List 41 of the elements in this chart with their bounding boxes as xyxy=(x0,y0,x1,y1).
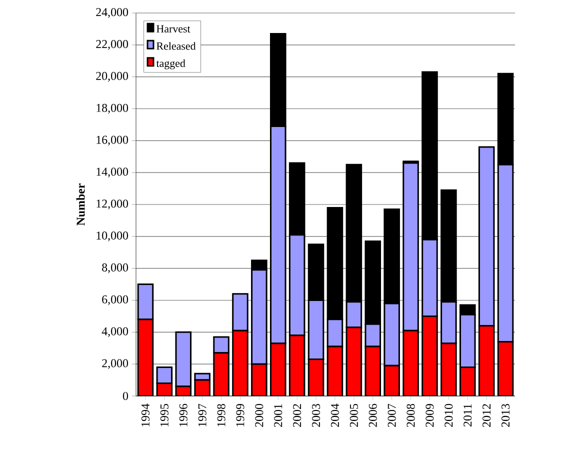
y-tick-label: 6,000 xyxy=(102,295,128,306)
x-tick-label: 1996 xyxy=(179,404,188,426)
x-tick-label: 2001 xyxy=(274,404,282,427)
x-tick-label: 2000 xyxy=(255,404,264,427)
x-tick-label: 2005 xyxy=(350,404,358,427)
x-tick-label: 2009 xyxy=(426,404,434,427)
x-tick-label: 2004 xyxy=(330,404,340,427)
y-axis-title: Number xyxy=(76,184,85,226)
y-tick-label: 20,000 xyxy=(96,72,128,82)
y-tick-label: 8,000 xyxy=(102,263,128,274)
bar xyxy=(175,331,192,388)
x-tick-label: 2003 xyxy=(312,404,320,427)
y-tick-label: 14,000 xyxy=(96,168,128,178)
x-tick-label: 2012 xyxy=(482,404,491,427)
y-tick-label: 0 xyxy=(122,392,128,400)
x-tick-label: 1997 xyxy=(198,404,206,426)
y-tick-label: 10,000 xyxy=(96,232,128,242)
x-tick-label: 2008 xyxy=(406,404,415,427)
x-tick-label: 1998 xyxy=(217,404,226,426)
x-tick-label: 2013 xyxy=(501,404,510,427)
legend-label: Released xyxy=(156,42,196,50)
x-tick-label: 2010 xyxy=(444,404,453,427)
bar xyxy=(213,336,230,354)
x-tick-label: 2006 xyxy=(368,404,377,427)
x-tick-label: 1995 xyxy=(160,404,168,426)
y-tick-label: 16,000 xyxy=(96,136,128,146)
x-tick-label: 2007 xyxy=(388,404,396,427)
y-tick-label: 12,000 xyxy=(96,200,128,210)
x-tick-label: 1999 xyxy=(236,404,244,426)
x-tick-label: 1994 xyxy=(141,404,150,426)
x-tick-label: 2002 xyxy=(293,404,302,427)
y-tick-label: 2,000 xyxy=(102,359,128,369)
x-tick-label: 2011 xyxy=(464,404,472,426)
y-tick-label: 18,000 xyxy=(96,104,128,114)
bar xyxy=(156,366,173,384)
bar xyxy=(422,315,438,396)
y-tick-label: 4,000 xyxy=(102,327,128,338)
y-tick-label: 22,000 xyxy=(96,40,128,50)
legend-label: Harvest xyxy=(156,25,190,33)
y-tick-label: 24,000 xyxy=(96,8,128,18)
legend-label: tagged xyxy=(156,59,186,70)
